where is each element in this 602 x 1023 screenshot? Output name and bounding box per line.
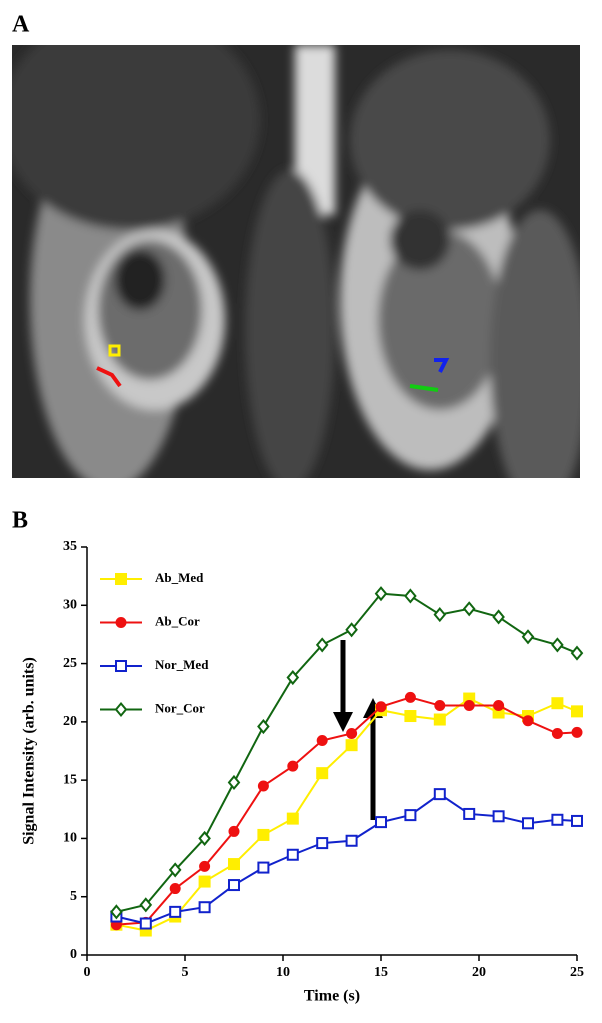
marker xyxy=(375,701,387,713)
marker xyxy=(345,622,358,638)
marker xyxy=(257,718,270,735)
marker xyxy=(315,637,329,653)
marker xyxy=(199,860,211,872)
x-tick-label: 0 xyxy=(84,965,91,980)
marker xyxy=(286,812,299,825)
marker xyxy=(463,807,476,820)
legend-label: Ab_Cor xyxy=(155,613,200,628)
marker xyxy=(114,701,128,718)
y-tick-label: 30 xyxy=(63,598,77,613)
marker xyxy=(404,710,417,723)
marker xyxy=(228,825,240,837)
marker xyxy=(463,700,475,712)
x-tick-label: 10 xyxy=(276,965,290,980)
y-axis-label: Signal Intensity (arb. units) xyxy=(21,657,38,845)
y-tick-label: 0 xyxy=(70,947,77,962)
x-tick-label: 25 xyxy=(570,965,584,980)
marker xyxy=(551,697,564,710)
marker xyxy=(345,834,358,847)
marker xyxy=(110,904,123,920)
panel-label: B xyxy=(12,508,28,534)
marker xyxy=(433,788,446,801)
y-tick-label: 10 xyxy=(63,831,77,846)
marker xyxy=(404,809,417,822)
marker xyxy=(551,813,564,826)
x-tick-label: 15 xyxy=(374,965,388,980)
marker xyxy=(139,917,152,930)
marker xyxy=(570,645,584,661)
marker xyxy=(316,837,329,850)
marker xyxy=(198,901,211,914)
marker xyxy=(571,814,583,827)
x-axis-label: Time (s) xyxy=(304,988,360,1005)
panel-label: A xyxy=(12,12,30,38)
marker xyxy=(168,862,182,878)
marker xyxy=(198,830,211,846)
marker xyxy=(462,601,476,617)
marker xyxy=(169,905,182,918)
marker xyxy=(115,660,127,672)
marker xyxy=(316,767,329,780)
marker xyxy=(434,700,446,712)
marker xyxy=(521,629,535,645)
y-tick-label: 5 xyxy=(70,889,77,904)
marker xyxy=(522,715,534,727)
annotation-arrows xyxy=(333,640,383,820)
marker xyxy=(433,713,446,726)
marker xyxy=(227,774,241,791)
y-tick-label: 20 xyxy=(63,714,77,729)
marker xyxy=(257,828,270,841)
marker xyxy=(551,637,564,653)
marker xyxy=(551,728,563,740)
legend-label: Ab_Med xyxy=(155,570,204,585)
marker xyxy=(492,810,505,823)
marker xyxy=(493,700,505,712)
x-tick-label: 5 xyxy=(182,965,189,980)
marker xyxy=(228,858,240,871)
marker xyxy=(345,739,358,752)
marker xyxy=(433,607,447,623)
marker xyxy=(198,875,211,888)
marker xyxy=(346,728,358,740)
marker xyxy=(257,861,270,874)
mri-image xyxy=(12,45,580,478)
marker xyxy=(492,609,505,625)
marker xyxy=(374,586,388,602)
marker xyxy=(287,760,299,772)
marker xyxy=(286,669,300,686)
y-tick-label: 35 xyxy=(63,539,77,554)
legend-label: Nor_Med xyxy=(155,657,209,672)
marker xyxy=(169,883,181,895)
marker xyxy=(316,735,328,747)
y-tick-label: 15 xyxy=(63,772,77,787)
marker xyxy=(115,617,127,628)
marker xyxy=(522,817,534,830)
marker xyxy=(257,780,269,792)
marker xyxy=(286,848,299,861)
marker xyxy=(404,588,417,604)
marker xyxy=(139,897,153,913)
legend-label: Nor_Cor xyxy=(155,700,205,715)
marker xyxy=(228,879,240,892)
marker xyxy=(375,816,387,829)
series-line xyxy=(116,592,578,913)
marker xyxy=(571,705,583,718)
marker xyxy=(404,691,416,703)
y-tick-label: 25 xyxy=(63,656,77,671)
marker xyxy=(115,573,127,585)
marker xyxy=(571,726,583,738)
x-tick-label: 20 xyxy=(472,965,486,980)
